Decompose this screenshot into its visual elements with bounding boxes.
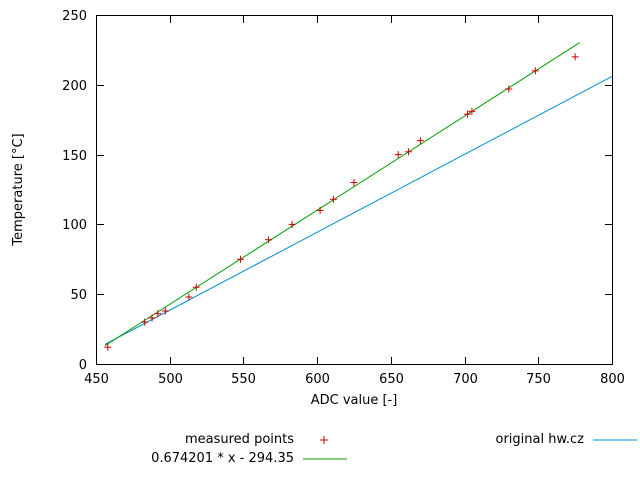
y-tick-label: 100	[62, 218, 87, 233]
data-point	[141, 318, 149, 326]
legend-item-original-hwcz: original hw.cz	[350, 430, 640, 449]
original-hwcz-line	[104, 75, 613, 345]
data-point	[531, 67, 539, 75]
data-point	[288, 220, 296, 228]
legend-right-column: original hw.cz	[350, 430, 640, 449]
data-point	[394, 151, 402, 159]
x-tick-label: 500	[158, 372, 183, 387]
legend-item-fit-line: 0.674201 * x - 294.35	[0, 449, 350, 468]
y-tick-label: 50	[70, 288, 87, 303]
data-point	[405, 148, 413, 156]
data-point	[264, 236, 272, 244]
data-point	[571, 53, 579, 61]
data-point	[154, 310, 162, 318]
data-point	[236, 255, 244, 263]
x-tick-label: 650	[379, 372, 404, 387]
x-tick-label: 550	[231, 372, 256, 387]
data-point	[104, 343, 112, 351]
data-point	[416, 137, 424, 145]
data-point	[464, 110, 472, 118]
x-tick-label: 700	[453, 372, 478, 387]
green-line-sample-icon	[303, 458, 347, 459]
legend-left-column: measured points 0.674201 * x - 294.35	[0, 430, 350, 468]
legend-item-measured-points: measured points	[0, 430, 350, 449]
y-tick-label: 150	[62, 149, 87, 164]
x-tick-label: 600	[305, 372, 330, 387]
x-tick-label: 800	[600, 372, 625, 387]
fit-line	[104, 42, 580, 347]
plot-border	[96, 15, 613, 365]
data-point	[161, 307, 169, 315]
data-point	[350, 179, 358, 187]
data-point	[316, 206, 324, 214]
data-point	[329, 195, 337, 203]
legend-label-fit-line: 0.674201 * x - 294.35	[151, 451, 294, 466]
x-axis-label: ADC value [-]	[311, 393, 398, 408]
x-tick-label: 450	[84, 372, 109, 387]
data-point	[185, 293, 193, 301]
y-tick-label: 250	[62, 9, 87, 24]
plus-marker-icon	[320, 435, 328, 444]
x-tick-label: 750	[526, 372, 551, 387]
data-point	[505, 85, 513, 93]
y-tick-label: 0	[79, 358, 87, 373]
y-axis-label: Temperature [°C]	[11, 133, 26, 246]
data-point	[192, 283, 200, 291]
blue-line-sample-icon	[593, 439, 637, 440]
legend-label-original-hwcz: original hw.cz	[495, 432, 584, 447]
y-tick-label: 200	[62, 79, 87, 94]
legend-label-measured-points: measured points	[184, 432, 294, 447]
data-point	[148, 314, 156, 322]
temperature-vs-adc-chart: 450 500 550 600 650 700 750 800 0 50 100 150 200 250 A…	[11, 9, 625, 408]
data-point	[468, 107, 476, 115]
